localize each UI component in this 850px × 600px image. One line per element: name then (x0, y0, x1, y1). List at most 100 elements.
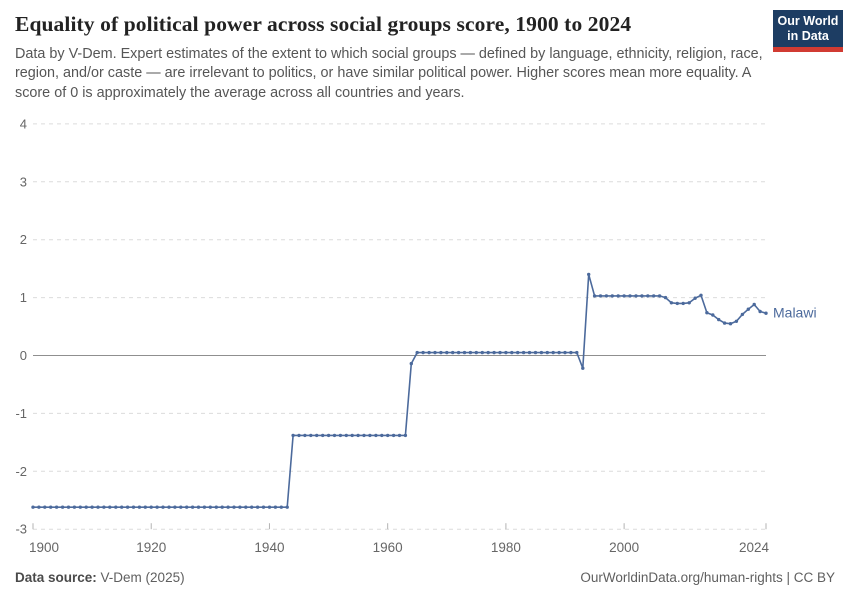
data-point[interactable] (516, 350, 520, 355)
data-point[interactable] (155, 505, 159, 509)
data-point[interactable] (90, 505, 94, 509)
data-point[interactable] (37, 505, 41, 509)
data-point[interactable] (474, 350, 478, 355)
data-point[interactable] (190, 505, 195, 509)
data-point[interactable] (202, 505, 207, 509)
data-point[interactable] (120, 505, 124, 509)
data-point[interactable] (527, 350, 532, 355)
data-point[interactable] (510, 350, 514, 355)
data-point[interactable] (622, 294, 626, 298)
data-point[interactable] (592, 294, 597, 298)
data-point[interactable] (480, 350, 484, 355)
data-point[interactable] (521, 350, 526, 355)
data-point[interactable] (143, 505, 147, 509)
data-point[interactable] (386, 433, 390, 438)
data-point[interactable] (616, 294, 620, 298)
data-point[interactable] (717, 317, 721, 322)
data-point[interactable] (581, 366, 585, 370)
data-point[interactable] (598, 294, 603, 298)
data-point[interactable] (421, 350, 425, 355)
data-point[interactable] (711, 313, 715, 317)
data-point[interactable] (504, 350, 508, 355)
data-point[interactable] (764, 311, 768, 315)
data-point[interactable] (78, 505, 83, 509)
data-point[interactable] (250, 505, 254, 509)
data-point[interactable] (652, 294, 656, 298)
data-point[interactable] (669, 301, 674, 305)
data-point[interactable] (734, 319, 739, 323)
data-point[interactable] (634, 294, 638, 298)
data-point[interactable] (356, 433, 360, 438)
data-point[interactable] (279, 505, 283, 509)
data-point[interactable] (114, 505, 118, 509)
data-point[interactable] (208, 505, 212, 509)
data-point[interactable] (291, 433, 295, 438)
data-point[interactable] (179, 505, 183, 509)
data-point[interactable] (705, 311, 709, 315)
data-point[interactable] (315, 433, 319, 438)
data-point[interactable] (173, 505, 177, 509)
data-point[interactable] (220, 505, 224, 509)
data-point[interactable] (149, 505, 153, 509)
data-point[interactable] (321, 433, 325, 438)
data-point[interactable] (663, 295, 668, 300)
data-point[interactable] (486, 350, 490, 355)
data-point[interactable] (740, 312, 745, 317)
data-point[interactable] (640, 294, 644, 298)
data-point[interactable] (137, 505, 142, 509)
data-point[interactable] (185, 505, 189, 509)
data-point[interactable] (728, 322, 733, 326)
data-point[interactable] (255, 505, 260, 509)
data-point[interactable] (161, 505, 165, 509)
data-point[interactable] (427, 350, 431, 355)
data-point[interactable] (31, 505, 35, 509)
trend-line[interactable] (33, 273, 767, 509)
data-point[interactable] (533, 350, 538, 355)
data-point[interactable] (108, 505, 112, 509)
data-point[interactable] (433, 350, 437, 355)
data-point[interactable] (687, 301, 691, 305)
data-point[interactable] (409, 361, 413, 366)
data-point[interactable] (125, 505, 130, 509)
data-point[interactable] (131, 505, 136, 509)
data-point[interactable] (563, 350, 567, 355)
data-point[interactable] (297, 433, 301, 438)
data-point[interactable] (244, 505, 248, 509)
data-point[interactable] (60, 505, 65, 509)
data-point[interactable] (646, 294, 650, 298)
data-point[interactable] (628, 294, 632, 298)
data-point[interactable] (746, 307, 750, 311)
data-point[interactable] (214, 505, 218, 509)
data-point[interactable] (350, 433, 354, 438)
data-point[interactable] (539, 350, 544, 355)
data-point[interactable] (699, 293, 703, 297)
data-point[interactable] (43, 505, 47, 509)
data-point[interactable] (54, 505, 59, 509)
data-point[interactable] (610, 294, 614, 298)
data-point[interactable] (49, 505, 53, 509)
data-point[interactable] (468, 350, 473, 355)
data-point[interactable] (551, 350, 555, 355)
data-point[interactable] (84, 505, 88, 509)
data-point[interactable] (72, 505, 77, 509)
owid-link[interactable]: OurWorldinData.org/human-rights (580, 569, 783, 585)
data-point[interactable] (309, 433, 313, 438)
data-point[interactable] (722, 321, 727, 325)
data-point[interactable] (569, 350, 573, 355)
data-point[interactable] (681, 301, 685, 306)
data-point[interactable] (267, 505, 272, 509)
series-label-malawi[interactable]: Malawi (773, 305, 817, 321)
data-point[interactable] (238, 505, 242, 509)
data-point[interactable] (261, 505, 266, 509)
data-point[interactable] (326, 433, 331, 438)
data-point[interactable] (102, 505, 106, 509)
data-point[interactable] (196, 505, 201, 509)
data-point[interactable] (66, 505, 71, 509)
data-point[interactable] (167, 505, 171, 509)
data-point[interactable] (498, 350, 502, 355)
owid-logo[interactable]: Our World in Data (773, 10, 843, 52)
data-point[interactable] (752, 302, 756, 307)
data-point[interactable] (451, 350, 455, 355)
data-point[interactable] (303, 433, 307, 438)
